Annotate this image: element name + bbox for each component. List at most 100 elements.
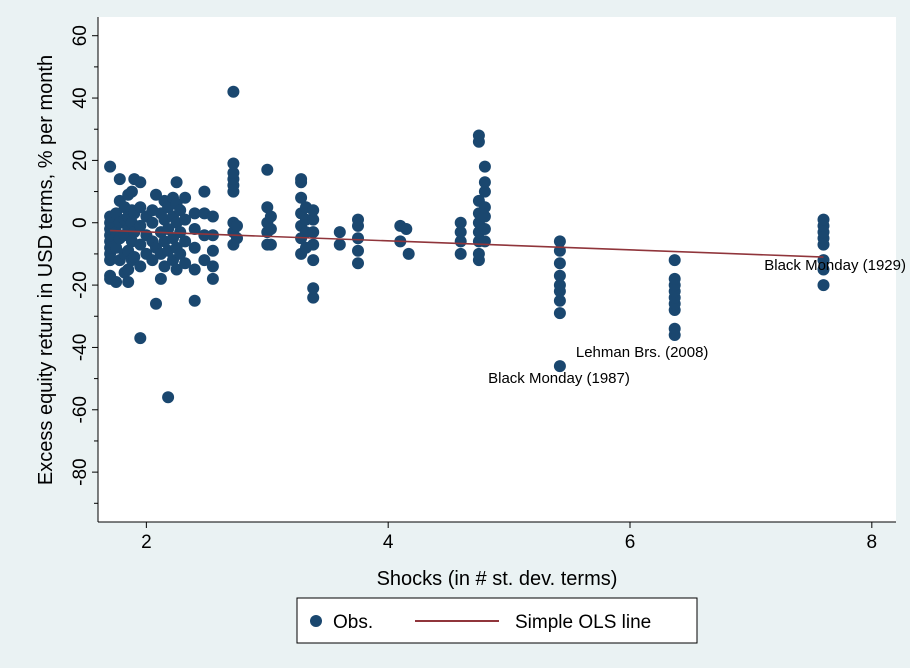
obs-point bbox=[122, 276, 135, 288]
obs-point bbox=[146, 254, 159, 267]
obs-point bbox=[198, 254, 211, 267]
obs-point bbox=[188, 223, 201, 235]
obs-point bbox=[134, 260, 147, 273]
obs-point bbox=[179, 191, 192, 204]
obs-point bbox=[174, 226, 187, 239]
y-tick-label: -40 bbox=[70, 334, 91, 361]
obs-point bbox=[113, 173, 126, 186]
y-tick-label: -80 bbox=[70, 458, 91, 485]
obs-point bbox=[553, 360, 566, 373]
annotation-label: Black Monday (1929) bbox=[764, 257, 906, 274]
obs-point bbox=[295, 191, 308, 204]
obs-point bbox=[472, 247, 485, 260]
obs-point bbox=[134, 176, 147, 189]
obs-point bbox=[188, 241, 201, 254]
obs-point bbox=[110, 241, 123, 254]
obs-point bbox=[553, 307, 566, 320]
obs-point bbox=[128, 251, 141, 263]
obs-point bbox=[206, 260, 219, 273]
obs-point bbox=[227, 166, 240, 179]
annotation-label: Lehman Brs. (2008) bbox=[576, 344, 709, 361]
obs-point bbox=[110, 207, 123, 220]
obs-point bbox=[206, 229, 219, 242]
x-tick-label: 8 bbox=[867, 532, 878, 553]
x-tick-label: 6 bbox=[625, 532, 636, 553]
y-axis-title: Excess equity return in USD terms, % per… bbox=[35, 55, 57, 485]
obs-point bbox=[150, 297, 162, 310]
legend: Obs. Simple OLS line bbox=[296, 597, 698, 644]
obs-point bbox=[553, 235, 566, 248]
obs-point bbox=[553, 294, 566, 307]
annotation-label: Black Monday (1987) bbox=[488, 370, 630, 387]
obs-point bbox=[478, 201, 491, 214]
obs-point bbox=[307, 226, 320, 239]
obs-point bbox=[125, 185, 138, 198]
obs-point bbox=[206, 244, 219, 257]
obs-point bbox=[307, 291, 320, 304]
obs-point bbox=[817, 263, 830, 276]
obs-point bbox=[307, 238, 320, 251]
obs-point bbox=[231, 232, 243, 245]
obs-point bbox=[553, 257, 566, 270]
obs-point bbox=[174, 204, 187, 217]
x-tick-label: 2 bbox=[141, 532, 152, 553]
obs-point bbox=[478, 223, 491, 235]
legend-ols-label: Simple OLS line bbox=[515, 612, 651, 633]
obs-point bbox=[162, 391, 175, 404]
y-tick-label: 40 bbox=[70, 87, 91, 108]
obs-point bbox=[472, 129, 485, 142]
obs-point bbox=[668, 322, 681, 335]
obs-point bbox=[188, 207, 201, 220]
plot-content bbox=[104, 85, 830, 404]
x-tick-label: 4 bbox=[383, 532, 394, 553]
obs-point bbox=[352, 232, 364, 245]
obs-point bbox=[174, 247, 187, 260]
obs-point bbox=[188, 294, 201, 307]
obs-point bbox=[352, 213, 364, 226]
obs-point bbox=[307, 282, 320, 295]
obs-point bbox=[264, 223, 277, 235]
obs-point bbox=[817, 213, 830, 226]
obs-point bbox=[454, 216, 467, 229]
obs-point bbox=[170, 176, 183, 189]
obs-point bbox=[188, 263, 201, 276]
obs-point bbox=[154, 272, 167, 285]
obs-point bbox=[134, 219, 147, 232]
obs-point bbox=[170, 263, 183, 276]
y-tick-label: -60 bbox=[70, 396, 91, 423]
obs-point bbox=[261, 163, 274, 176]
x-ticks: 2 4 6 8 bbox=[141, 522, 877, 553]
obs-point bbox=[104, 160, 117, 173]
obs-point bbox=[198, 229, 211, 242]
obs-point bbox=[668, 254, 681, 267]
obs-point bbox=[402, 247, 415, 260]
obs-point bbox=[454, 247, 467, 260]
obs-point bbox=[454, 226, 467, 239]
obs-point bbox=[134, 201, 147, 214]
obs-point bbox=[227, 157, 240, 170]
y-tick-label: 0 bbox=[70, 217, 91, 228]
obs-point bbox=[333, 226, 346, 239]
obs-point bbox=[264, 238, 277, 251]
obs-point bbox=[478, 185, 491, 198]
obs-point bbox=[150, 188, 162, 201]
obs-point bbox=[198, 185, 211, 198]
obs-point bbox=[307, 213, 320, 226]
obs-point bbox=[668, 272, 681, 285]
obs-point bbox=[179, 235, 192, 248]
obs-point bbox=[227, 85, 240, 98]
y-ticks: 60 40 20 0 -20 -40 -60 -80 bbox=[70, 25, 98, 504]
legend-obs-marker bbox=[310, 615, 322, 627]
y-tick-label: -20 bbox=[70, 271, 91, 298]
x-axis-title: Shocks (in # st. dev. terms) bbox=[377, 568, 618, 590]
obs-point bbox=[478, 176, 491, 189]
obs-point bbox=[134, 332, 147, 345]
obs-point bbox=[817, 279, 830, 292]
obs-point bbox=[206, 210, 219, 223]
obs-point bbox=[352, 257, 364, 270]
obs-point bbox=[231, 219, 243, 232]
obs-point bbox=[333, 238, 346, 251]
obs-point bbox=[110, 276, 123, 288]
obs-point bbox=[295, 173, 308, 186]
